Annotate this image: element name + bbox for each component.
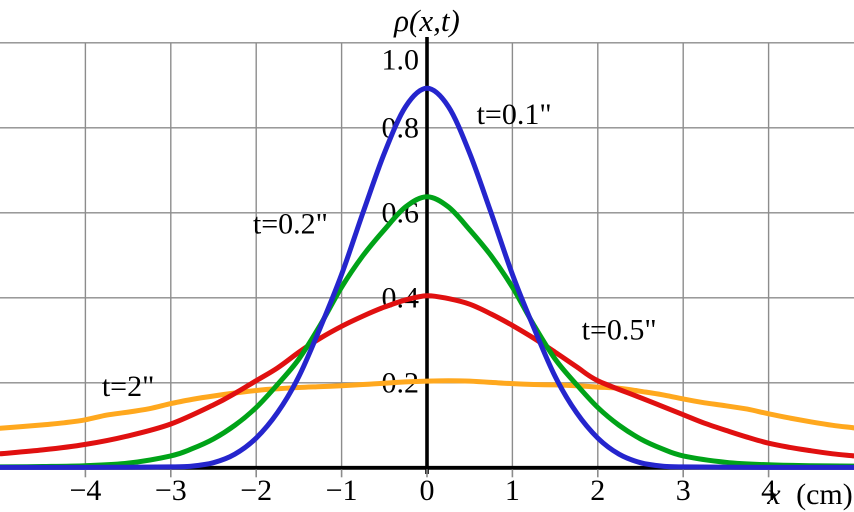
t-0.5s-curve [0, 293, 854, 459]
curves-layer [0, 85, 854, 470]
x-axis-label: x (cm) [766, 478, 852, 511]
x-tick-label: −4 [69, 474, 101, 507]
chart-title: ρ(x,t) [393, 3, 460, 38]
curve-label-t0.1: t=0.1" [477, 98, 552, 131]
x-tick-label: 3 [676, 474, 691, 507]
curve-label-t0.5: t=0.5" [582, 313, 657, 346]
x-tick-label: −1 [326, 474, 358, 507]
x-tick-label: 4 [761, 474, 776, 507]
y-tick-label: 1.0 [382, 43, 420, 76]
x-tick-labels: −4 −3 −2 −1 0 1 2 3 4 [69, 474, 776, 507]
t-2s-curve [0, 378, 854, 431]
curve-label-t0.2: t=0.2" [253, 207, 328, 240]
x-tick-label: 0 [420, 474, 435, 507]
x-axis-label-symbol: x [766, 478, 781, 511]
x-tick-label: −2 [240, 474, 272, 507]
t-0.1s-curve [0, 85, 854, 470]
x-tick-label: 2 [590, 474, 605, 507]
annotations-layer: t=0.1" t=0.2" t=0.5" t=2" ρ(x,t) x (cm) [102, 3, 853, 511]
x-tick-label: 1 [505, 474, 520, 507]
x-tick-label: −3 [155, 474, 187, 507]
t-0.2s-curve [0, 194, 854, 470]
curve-label-t2: t=2" [102, 370, 155, 403]
x-axis-label-unit: (cm) [796, 478, 853, 511]
